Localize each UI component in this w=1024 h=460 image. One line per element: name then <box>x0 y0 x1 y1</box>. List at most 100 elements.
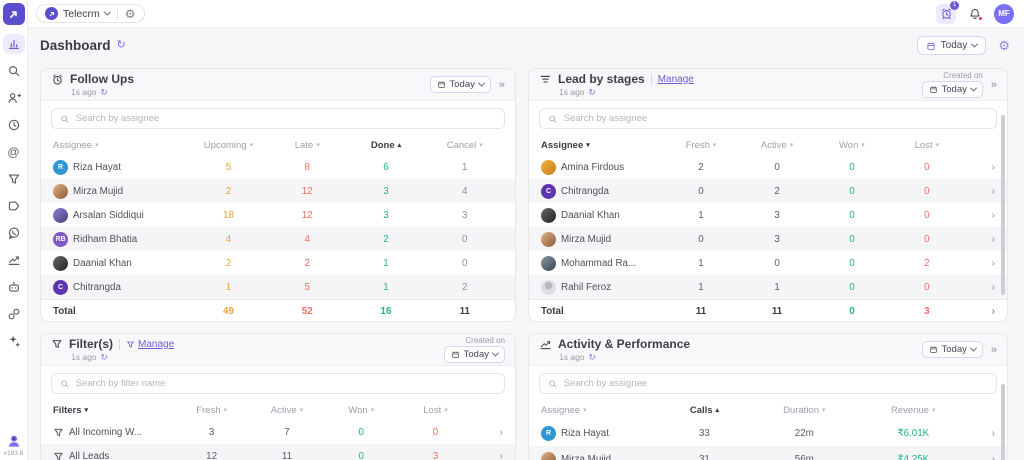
sidebar-item-mentions[interactable]: @ <box>3 142 25 162</box>
search-icon <box>61 115 69 123</box>
sidebar-item-ai[interactable] <box>3 331 25 351</box>
col-lost[interactable]: Lost ▾ <box>423 404 448 416</box>
col-filters[interactable]: Filters ▾ <box>53 404 89 416</box>
col-upcoming[interactable]: Upcoming ▾ <box>203 139 254 151</box>
avatar <box>541 231 556 247</box>
sidebar-item-search[interactable] <box>3 61 25 81</box>
dashboard-settings-icon[interactable]: ⚙ <box>998 38 1010 53</box>
sidebar-item-dashboard[interactable] <box>2 34 25 54</box>
table-row[interactable]: Arsalan Siddiqui 18 12 3 3 <box>41 203 515 227</box>
workspace-logo-icon <box>45 7 58 20</box>
filters-search[interactable] <box>51 373 505 394</box>
col-fresh[interactable]: Fresh ▾ <box>685 139 717 151</box>
trend-chart-icon <box>540 340 551 349</box>
table-row[interactable]: C Chitrangda 0 2 0 0 › <box>529 179 1007 203</box>
page-refresh-icon[interactable]: ↻ <box>116 39 126 51</box>
table-row[interactable]: C Chitrangda 1 5 1 2 <box>41 275 515 299</box>
table-row[interactable]: All Leads 12 11 0 3 › <box>41 444 515 460</box>
search-input[interactable] <box>75 378 496 389</box>
sidebar-item-integrations[interactable] <box>3 304 25 324</box>
table-row[interactable]: RB Ridham Bhatia 4 4 2 0 <box>41 227 515 251</box>
col-revenue[interactable]: Revenue ▾ <box>890 404 936 416</box>
col-cancel[interactable]: Cancel ▾ <box>446 139 483 151</box>
leads-search[interactable] <box>539 108 997 129</box>
page-title: Dashboard <box>40 38 111 53</box>
followups-date-filter[interactable]: Today <box>429 76 491 93</box>
sidebar-item-tags[interactable] <box>3 196 25 216</box>
refresh-icon[interactable]: ↻ <box>588 86 596 97</box>
col-late[interactable]: Late ▾ <box>294 139 320 151</box>
manage-filters-link[interactable]: Manage <box>126 339 174 350</box>
col-won[interactable]: Won ▾ <box>839 139 865 151</box>
table-row[interactable]: Daanial Khan 2 2 1 0 <box>41 251 515 275</box>
col-done[interactable]: Done ▴ <box>370 139 402 151</box>
search-input[interactable] <box>563 113 988 124</box>
col-duration[interactable]: Duration ▾ <box>783 404 826 416</box>
refresh-icon[interactable]: ↻ <box>100 86 108 97</box>
workspace-switcher[interactable]: Telecrm ⚙ <box>36 4 145 23</box>
activity-performance-panel: Activity & Performance 1s ago ↻ Today » <box>528 333 1008 460</box>
sidebar-item-history[interactable] <box>3 115 25 135</box>
funnel-stack-icon <box>540 75 551 83</box>
done-value: 2 <box>383 233 389 245</box>
sidebar-item-whatsapp[interactable] <box>3 223 25 243</box>
col-calls[interactable]: Calls ▴ <box>689 404 720 416</box>
table-row[interactable]: Mirza Mujid 0 3 0 0 › <box>529 227 1007 251</box>
leads-date-filter[interactable]: Today <box>921 81 983 98</box>
search-input[interactable] <box>563 378 988 389</box>
avatar <box>541 159 556 175</box>
activity-date-filter[interactable]: Today <box>921 341 983 358</box>
sidebar-nav: @ <box>2 34 25 351</box>
sidebar-item-analytics[interactable] <box>3 250 25 270</box>
followups-search[interactable] <box>51 108 505 129</box>
table-row[interactable]: Rahil Feroz 1 1 0 0 › <box>529 275 1007 299</box>
panel-scrollbar[interactable] <box>1001 384 1005 460</box>
sidebar-item-filters[interactable] <box>3 169 25 189</box>
support-icon[interactable] <box>6 433 22 449</box>
manage-filters-label: Manage <box>138 338 175 350</box>
col-won[interactable]: Won ▾ <box>348 404 375 416</box>
activity-search[interactable] <box>539 373 997 394</box>
global-date-filter[interactable]: Today <box>916 36 987 55</box>
refresh-icon[interactable]: ↻ <box>100 351 108 362</box>
late-value: 8 <box>304 161 310 173</box>
table-row[interactable]: Amina Firdous 2 0 0 0 › <box>529 155 1007 179</box>
filters-date-filter[interactable]: Today <box>443 346 505 363</box>
panel-scrollbar[interactable] <box>1001 115 1005 295</box>
col-assignee[interactable]: Assignee ▾ <box>541 404 587 416</box>
col-active[interactable]: Active ▾ <box>760 139 794 151</box>
done-value: 3 <box>383 209 389 221</box>
search-input[interactable] <box>75 113 496 124</box>
active-value: 0 <box>774 257 780 269</box>
refresh-icon[interactable]: ↻ <box>588 351 596 362</box>
telecrm-logo[interactable] <box>2 3 25 25</box>
table-row[interactable]: R Riza Hayat 33 22m ₹6.01K › <box>529 420 1007 446</box>
col-assignee[interactable]: Assignee ▾ <box>541 139 590 151</box>
notifications-button[interactable] <box>966 5 984 23</box>
col-lost[interactable]: Lost ▾ <box>914 139 940 151</box>
col-fresh[interactable]: Fresh ▾ <box>196 404 228 416</box>
table-row[interactable]: Daanial Khan 1 3 0 0 › <box>529 203 1007 227</box>
expand-panel-icon[interactable]: » <box>990 343 997 356</box>
fresh-value: 1 <box>698 281 704 293</box>
expand-panel-icon[interactable]: » <box>498 78 505 91</box>
col-active[interactable]: Active ▾ <box>270 404 304 416</box>
won-value: 0 <box>849 233 855 245</box>
done-value: 1 <box>383 257 389 269</box>
sidebar-item-add-contact[interactable] <box>3 88 25 108</box>
workspace-settings-icon[interactable]: ⚙ <box>124 6 136 21</box>
sidebar-item-bot[interactable] <box>3 277 25 297</box>
table-row[interactable]: Mirza Mujid 2 12 3 4 <box>41 179 515 203</box>
user-avatar[interactable]: MF <box>994 3 1014 24</box>
col-assignee[interactable]: Assignee ▾ <box>53 139 99 151</box>
table-row[interactable]: R Riza Hayat 5 8 6 1 <box>41 155 515 179</box>
bar-chart-icon <box>8 39 19 49</box>
manage-stages-link[interactable]: Manage <box>657 73 694 85</box>
expand-panel-icon[interactable]: » <box>990 78 997 91</box>
table-row[interactable]: Mirza Mujid 31 56m ₹4.25K › <box>529 446 1007 460</box>
table-row[interactable]: Mohammad Ra... 1 0 0 2 › <box>529 251 1007 275</box>
avatar: C <box>53 279 68 295</box>
table-row[interactable]: All Incoming W... 3 7 0 0 › <box>41 420 515 444</box>
upcoming-value: 2 <box>225 185 232 197</box>
reminders-button[interactable]: 1 <box>936 0 959 24</box>
